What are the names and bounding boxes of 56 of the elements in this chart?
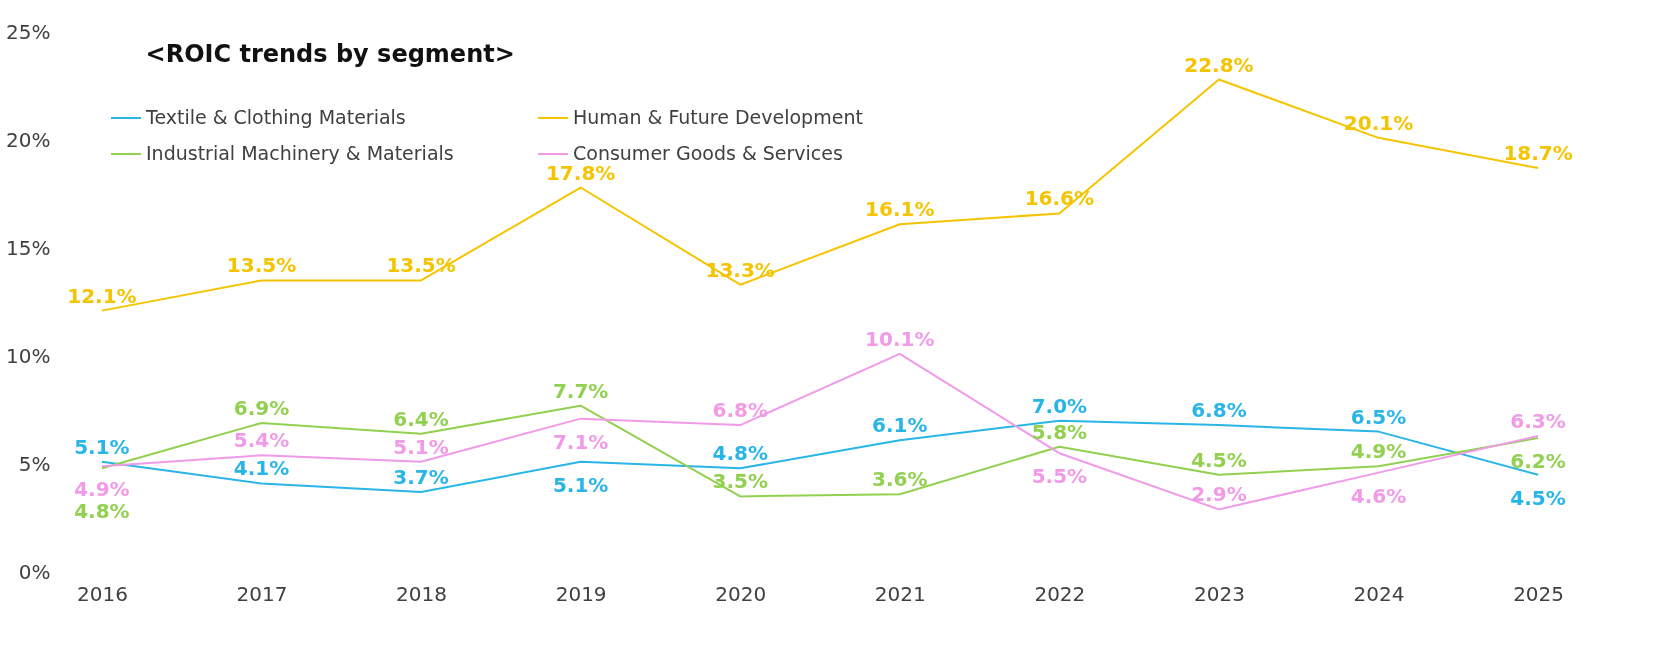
data-label: 10.1% [865, 326, 935, 351]
x-tick-label: 2019 [555, 581, 607, 606]
data-label: 6.3% [1510, 408, 1566, 433]
x-tick-label: 2023 [1193, 581, 1245, 606]
data-label: 6.8% [712, 398, 768, 423]
chart-title: <ROIC trends by segment> [145, 40, 515, 68]
data-label: 18.7% [1503, 141, 1573, 166]
x-tick-label: 2018 [396, 581, 448, 606]
y-tick-label: 15% [6, 235, 51, 260]
x-tick-label: 2025 [1513, 581, 1565, 606]
data-label: 5.5% [1031, 464, 1088, 489]
legend-label: Human & Future Development [573, 106, 863, 128]
data-label: 6.5% [1350, 404, 1407, 429]
data-label: 6.9% [233, 395, 290, 420]
data-label: 4.8% [74, 499, 130, 524]
x-tick-label: 2017 [236, 581, 288, 606]
legend-label: Industrial Machinery & Materials [146, 142, 454, 164]
data-label: 4.5% [1191, 447, 1247, 472]
data-label: 3.6% [872, 467, 928, 492]
data-label: 6.4% [393, 406, 449, 431]
data-label: 4.5% [1510, 485, 1566, 510]
data-label: 5.1% [552, 472, 609, 497]
data-label: 5.1% [393, 434, 449, 459]
y-tick-label: 5% [18, 451, 51, 476]
data-label: 6.2% [1510, 449, 1566, 474]
data-label: 4.9% [1350, 439, 1407, 464]
data-label: 16.1% [865, 197, 935, 222]
x-tick-label: 2016 [76, 581, 128, 606]
x-tick-label: 2021 [874, 581, 926, 606]
data-label: 4.1% [233, 456, 290, 481]
data-label: 12.1% [67, 283, 137, 308]
y-tick-label: 0% [18, 559, 51, 584]
data-label: 4.8% [712, 441, 768, 466]
x-tick-label: 2024 [1353, 581, 1405, 606]
data-label: 6.1% [872, 413, 928, 438]
data-label: 4.6% [1350, 483, 1407, 508]
data-label: 20.1% [1343, 110, 1414, 135]
data-label: 4.9% [74, 477, 130, 502]
data-label: 7.7% [552, 378, 609, 403]
data-label: 3.5% [712, 469, 768, 494]
data-label: 7.1% [552, 429, 609, 454]
x-tick-label: 2020 [715, 581, 767, 606]
data-label: 13.5% [226, 253, 297, 278]
x-tick-label: 2022 [1034, 581, 1086, 606]
data-label: 5.8% [1031, 419, 1088, 444]
data-label: 7.0% [1031, 393, 1088, 418]
data-label: 5.4% [233, 428, 290, 453]
y-tick-label: 10% [6, 343, 51, 368]
data-label: 3.7% [393, 465, 449, 490]
data-label: 2.9% [1191, 482, 1247, 507]
y-tick-label: 25% [6, 19, 51, 44]
data-label: 6.8% [1191, 398, 1247, 423]
legend-label: Textile & Clothing Materials [145, 106, 406, 128]
y-tick-label: 20% [6, 127, 51, 152]
data-label: 22.8% [1184, 52, 1254, 77]
data-label: 5.1% [74, 434, 130, 459]
